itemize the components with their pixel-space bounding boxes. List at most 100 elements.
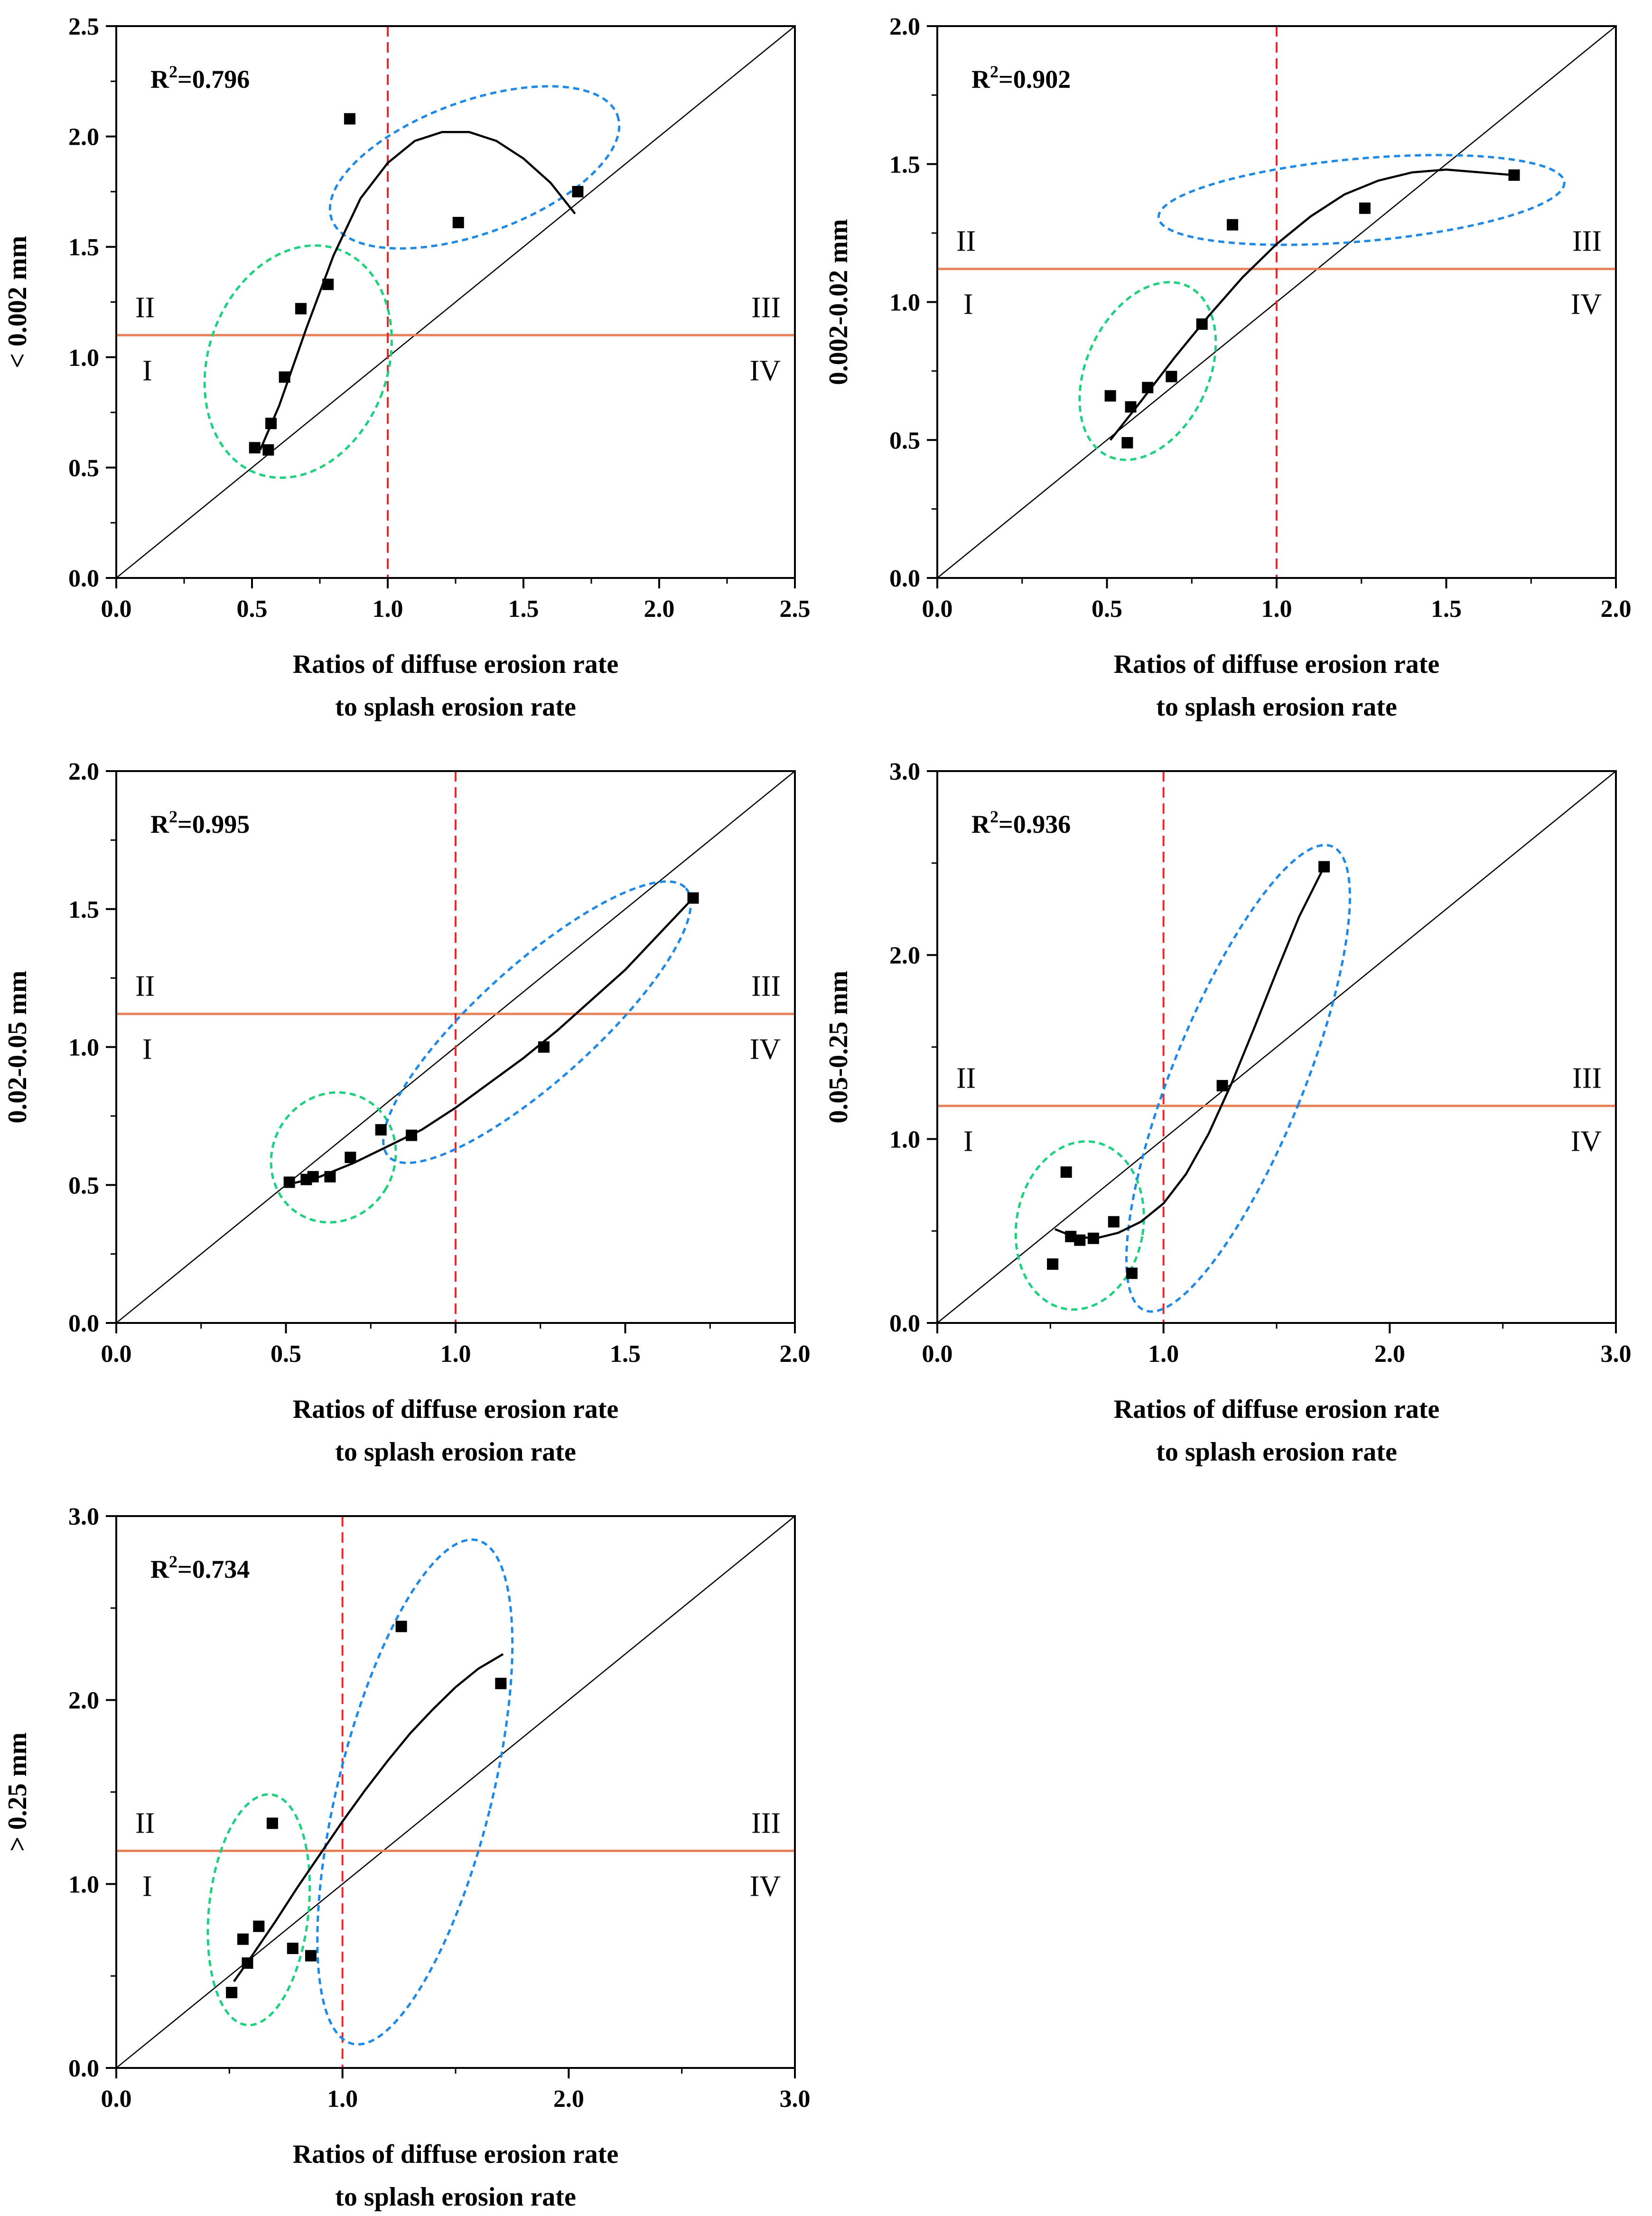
data-point [295, 303, 307, 315]
data-point [1126, 1267, 1138, 1279]
chart-panel-p5: 0.0 1.0 2.0 3.0 0.0 1.0 2.0 3.0 > 0.25 mm Ratios … [3, 1503, 811, 2212]
x-axis-label-line: to splash erosion rate [335, 692, 576, 722]
ellipse-blue [382, 880, 692, 1164]
data-point [395, 1620, 407, 1632]
r-squared-value: =0.796 [177, 65, 250, 93]
plot-area [937, 26, 1616, 578]
r-squared-value: =0.995 [177, 810, 250, 838]
x-tick-label: 0.0 [101, 2086, 132, 2113]
fit-curve [1109, 168, 1514, 441]
plot-area [116, 771, 795, 1323]
data-point [1216, 1080, 1228, 1091]
data-point [1125, 401, 1137, 413]
r-squared-value: =0.936 [999, 810, 1071, 838]
quadrant-label-IV: IV [750, 1871, 781, 1903]
y-tick-label: 1.0 [68, 1034, 99, 1061]
quadrant-label-II: II [135, 1807, 155, 1840]
y-tick-label: 0.0 [889, 565, 920, 592]
data-point [1359, 202, 1371, 214]
y-axis-label: < 0.002 mm [3, 236, 32, 368]
x-tick-label: 1.0 [1148, 1341, 1179, 1368]
ellipse-blue [328, 85, 621, 250]
plot-area [116, 26, 795, 578]
data-point [242, 1957, 253, 1969]
r-squared-prefix: R [150, 1555, 169, 1583]
y-tick-label: 0.0 [68, 1310, 99, 1337]
x-axis-label-line: Ratios of diffuse erosion rate [1114, 650, 1439, 679]
y-axis-label: 0.05-0.25 mm [824, 971, 853, 1124]
data-point [287, 1943, 299, 1955]
data-point [538, 1041, 550, 1053]
r-squared-prefix: R [150, 810, 169, 838]
y-tick-label: 2.0 [889, 13, 920, 40]
r-squared-label: R2=0.796 [150, 62, 250, 93]
x-tick-label: 3.0 [780, 2086, 811, 2113]
quadrant-label-III: III [1572, 225, 1602, 258]
fit-curve [233, 1653, 504, 1983]
quadrant-label-I: I [142, 1034, 152, 1066]
data-point [262, 444, 274, 456]
r-squared-superscript: 2 [990, 62, 999, 81]
quadrant-label-III: III [1572, 1062, 1602, 1095]
data-point [1166, 371, 1177, 382]
r-squared-superscript: 2 [169, 1552, 177, 1571]
y-tick-label: 1.0 [68, 345, 99, 372]
r-squared-value: =0.902 [999, 65, 1071, 93]
r-squared-value: =0.734 [177, 1555, 250, 1583]
x-axis-label-line: Ratios of diffuse erosion rate [293, 650, 618, 679]
data-point [1074, 1234, 1086, 1246]
data-point [265, 418, 277, 429]
y-tick-label: 1.5 [68, 234, 99, 261]
data-point [322, 279, 334, 290]
r-squared-label: R2=0.995 [150, 807, 250, 838]
y-tick-label: 2.5 [68, 13, 99, 40]
y-tick-label: 2.0 [68, 1687, 99, 1714]
data-point [375, 1124, 387, 1136]
y-tick-label: 1.0 [889, 289, 920, 317]
x-tick-label: 1.5 [610, 1341, 641, 1368]
r-squared-prefix: R [971, 810, 990, 838]
quadrant-label-IV: IV [750, 1034, 781, 1066]
y-tick-label: 2.0 [889, 942, 920, 969]
ellipse-blue [316, 1538, 514, 2046]
data-point [1142, 382, 1154, 393]
y-tick-label: 1.0 [889, 1126, 920, 1153]
diagonal-line [937, 771, 1616, 1323]
x-axis-label-line: Ratios of diffuse erosion rate [293, 1395, 618, 1424]
r-squared-superscript: 2 [990, 807, 999, 826]
x-tick-label: 0.5 [237, 596, 268, 623]
ellipse-green [1078, 281, 1217, 461]
data-point [1227, 219, 1239, 231]
y-tick-label: 0.5 [889, 427, 920, 454]
diagonal-line [116, 26, 795, 578]
x-tick-label: 0.5 [271, 1341, 301, 1368]
y-axis-label: 0.02-0.05 mm [3, 971, 32, 1124]
data-point [237, 1933, 249, 1945]
quadrant-label-III: III [751, 291, 781, 324]
x-axis-label-line: to splash erosion rate [335, 1437, 576, 1467]
x-tick-label: 1.5 [1431, 596, 1462, 623]
ellipse-green [1014, 1140, 1145, 1311]
y-tick-label: 1.0 [68, 1871, 99, 1898]
y-tick-label: 1.5 [68, 896, 99, 923]
y-tick-label: 0.5 [68, 1172, 99, 1199]
r-squared-superscript: 2 [169, 62, 177, 81]
y-tick-label: 2.0 [68, 758, 99, 785]
quadrant-label-II: II [135, 970, 155, 1003]
y-tick-label: 0.5 [68, 455, 99, 482]
x-tick-label: 0.5 [1092, 596, 1122, 623]
y-tick-label: 2.0 [68, 124, 99, 151]
data-point [1108, 1216, 1120, 1228]
data-point [249, 442, 261, 454]
data-point [1104, 390, 1116, 402]
data-point [324, 1171, 336, 1182]
quadrant-label-II: II [135, 291, 155, 324]
x-tick-label: 0.0 [922, 596, 953, 623]
x-tick-label: 2.0 [1374, 1341, 1405, 1368]
data-point [1196, 318, 1208, 330]
data-point [1047, 1258, 1059, 1270]
chart-panel-p1: 0.0 0.5 1.0 1.5 2.0 2.5 0.0 0.5 1.0 1.5 2.0 2.5 < 0.… [3, 13, 811, 722]
y-tick-label: 3.0 [889, 758, 920, 785]
quadrant-label-I: I [142, 1871, 152, 1903]
